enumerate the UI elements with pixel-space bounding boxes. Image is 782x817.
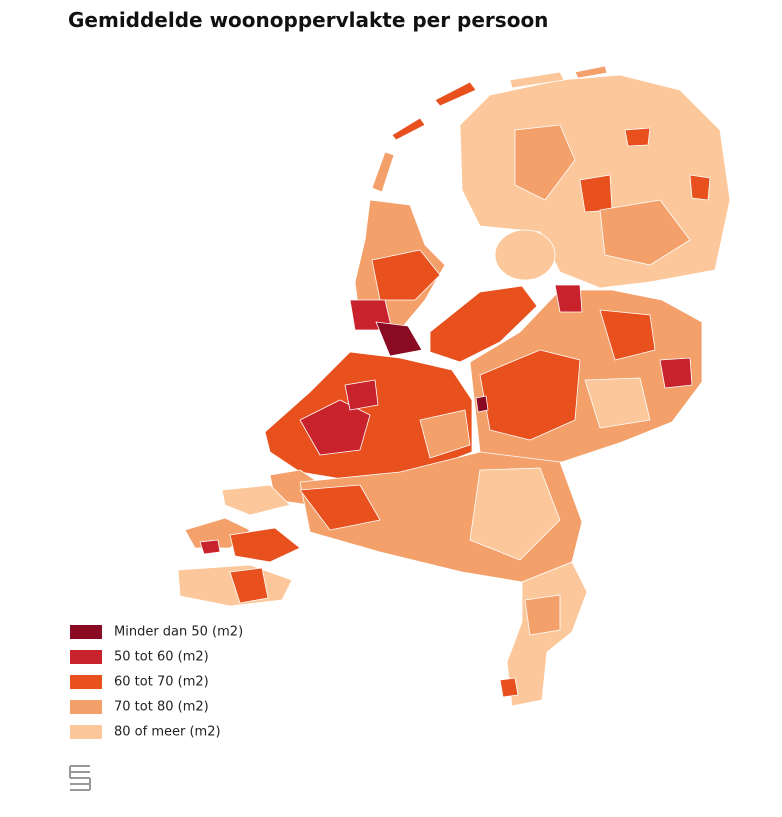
region-area [574, 65, 608, 79]
region-area [434, 81, 477, 107]
region-area [524, 594, 561, 636]
region-area [554, 284, 583, 313]
region-area [371, 249, 441, 301]
map-title: Gemiddelde woonoppervlakte per persoon [68, 8, 549, 32]
legend-label: 60 tot 70 (m2) [114, 675, 209, 690]
logo-lines [69, 765, 91, 791]
region-area [229, 527, 301, 563]
region-area [429, 285, 538, 363]
legend-swatch [70, 675, 102, 689]
legend-swatch [70, 650, 102, 664]
legend-label: 80 of meer (m2) [114, 725, 221, 740]
region-area [509, 71, 565, 89]
region-area [689, 174, 711, 201]
region-area [299, 399, 371, 456]
region-area [599, 309, 656, 361]
region-area [419, 409, 471, 459]
region-area [229, 567, 269, 604]
legend-swatch [70, 625, 102, 639]
region-area [475, 395, 489, 413]
region-area [479, 349, 581, 441]
region-area [221, 484, 291, 516]
legend-label: 50 tot 60 (m2) [114, 650, 209, 665]
legend-swatch [70, 725, 102, 739]
region-area [584, 377, 651, 429]
region-area [199, 539, 221, 555]
region-area [344, 379, 379, 411]
region-area [494, 229, 556, 281]
region-area [579, 174, 613, 213]
cbs-logo [69, 765, 91, 791]
legend-label: Minder dan 50 (m2) [114, 625, 243, 640]
region-area [371, 151, 395, 193]
region-area [375, 321, 423, 357]
map-areas [177, 65, 731, 707]
region-area [514, 124, 576, 201]
region-area [506, 561, 588, 707]
region-area [299, 484, 381, 531]
legend-label: 70 tot 80 (m2) [114, 700, 209, 715]
legend: Minder dan 50 (m2) 50 tot 60 (m2) 60 tot 7… [70, 625, 243, 740]
legend-swatch [70, 700, 102, 714]
region-area [599, 199, 691, 266]
region-area [469, 467, 561, 561]
region-area [391, 117, 426, 141]
region-area [499, 677, 519, 698]
region-area [624, 127, 651, 147]
region-area [659, 357, 693, 389]
